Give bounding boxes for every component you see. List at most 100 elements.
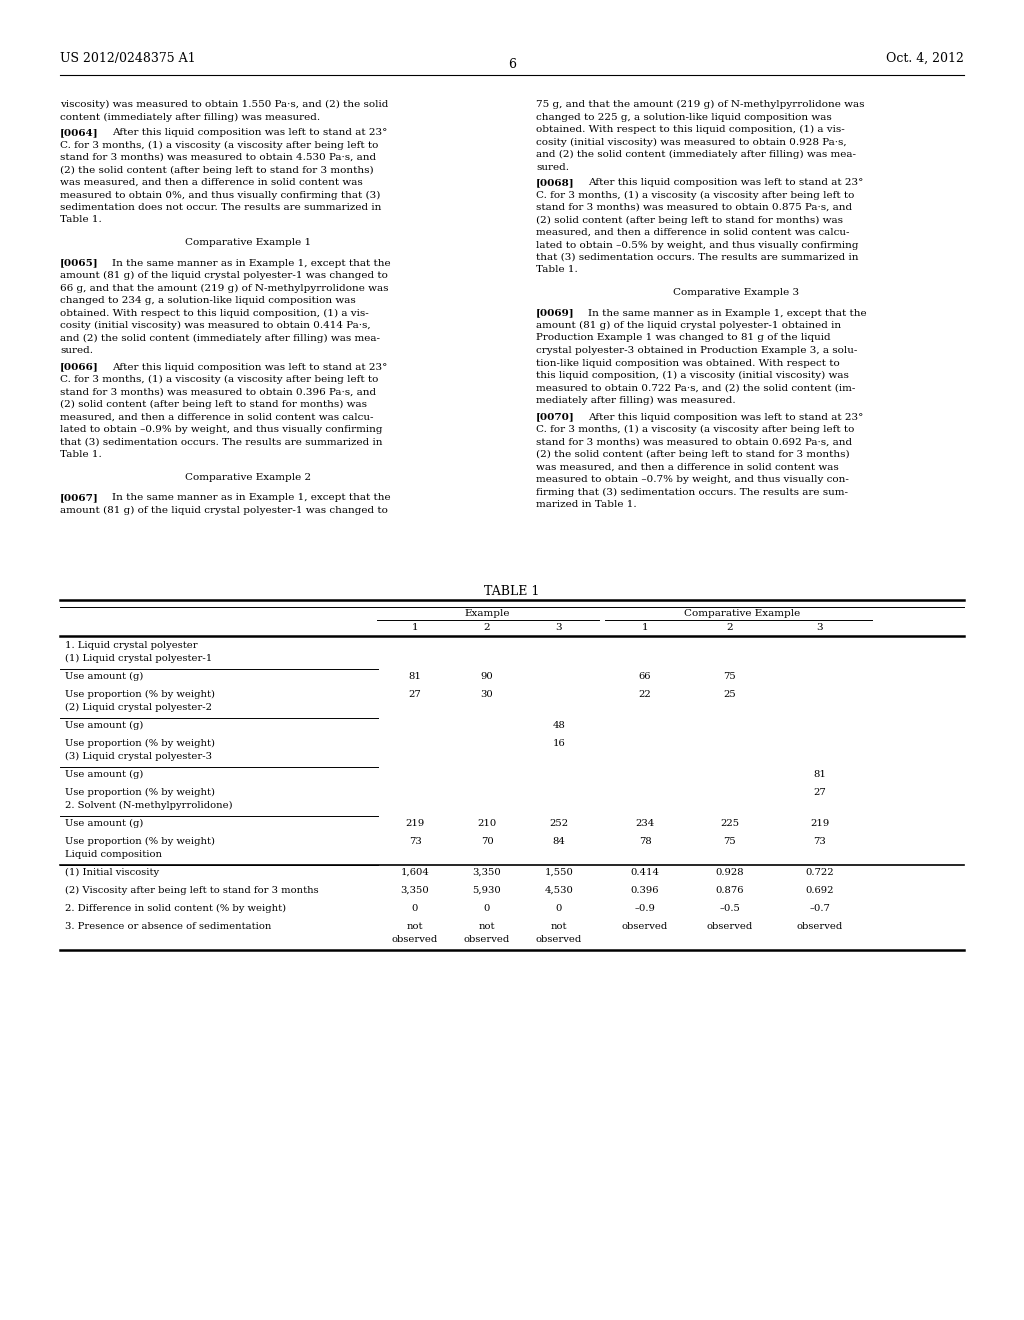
Text: 90: 90 bbox=[480, 672, 494, 681]
Text: this liquid composition, (1) a viscosity (initial viscosity) was: this liquid composition, (1) a viscosity… bbox=[536, 371, 849, 380]
Text: 1. Liquid crystal polyester: 1. Liquid crystal polyester bbox=[65, 642, 198, 649]
Text: 6: 6 bbox=[508, 58, 516, 71]
Text: Use proportion (% by weight): Use proportion (% by weight) bbox=[65, 837, 215, 846]
Text: (2) the solid content (after being left to stand for 3 months): (2) the solid content (after being left … bbox=[60, 165, 374, 174]
Text: sured.: sured. bbox=[536, 162, 569, 172]
Text: 81: 81 bbox=[813, 770, 826, 779]
Text: 1,604: 1,604 bbox=[400, 869, 429, 876]
Text: In the same manner as in Example 1, except that the: In the same manner as in Example 1, exce… bbox=[588, 309, 866, 318]
Text: viscosity) was measured to obtain 1.550 Pa·s, and (2) the solid: viscosity) was measured to obtain 1.550 … bbox=[60, 100, 388, 110]
Text: After this liquid composition was left to stand at 23°: After this liquid composition was left t… bbox=[588, 178, 863, 187]
Text: C. for 3 months, (1) a viscosity (a viscosity after being left to: C. for 3 months, (1) a viscosity (a visc… bbox=[536, 425, 854, 434]
Text: 0: 0 bbox=[483, 904, 490, 913]
Text: changed to 225 g, a solution-like liquid composition was: changed to 225 g, a solution-like liquid… bbox=[536, 112, 831, 121]
Text: [0069]: [0069] bbox=[536, 309, 574, 318]
Text: (3) Liquid crystal polyester-3: (3) Liquid crystal polyester-3 bbox=[65, 752, 212, 762]
Text: Table 1.: Table 1. bbox=[536, 265, 578, 275]
Text: Comparative Example 2: Comparative Example 2 bbox=[185, 473, 311, 482]
Text: –0.9: –0.9 bbox=[635, 904, 655, 913]
Text: (2) Liquid crystal polyester-2: (2) Liquid crystal polyester-2 bbox=[65, 704, 212, 711]
Text: 27: 27 bbox=[409, 690, 421, 700]
Text: Comparative Example 1: Comparative Example 1 bbox=[185, 238, 311, 247]
Text: observed: observed bbox=[536, 935, 582, 944]
Text: 210: 210 bbox=[477, 818, 497, 828]
Text: 0.414: 0.414 bbox=[631, 869, 659, 876]
Text: 78: 78 bbox=[639, 837, 651, 846]
Text: marized in Table 1.: marized in Table 1. bbox=[536, 500, 637, 510]
Text: cosity (initial viscosity) was measured to obtain 0.928 Pa·s,: cosity (initial viscosity) was measured … bbox=[536, 137, 847, 147]
Text: Comparative Example 3: Comparative Example 3 bbox=[673, 288, 799, 297]
Text: not: not bbox=[479, 921, 496, 931]
Text: 81: 81 bbox=[409, 672, 422, 681]
Text: 3,350: 3,350 bbox=[473, 869, 502, 876]
Text: After this liquid composition was left to stand at 23°: After this liquid composition was left t… bbox=[588, 412, 863, 421]
Text: cosity (initial viscosity) was measured to obtain 0.414 Pa·s,: cosity (initial viscosity) was measured … bbox=[60, 321, 371, 330]
Text: [0065]: [0065] bbox=[60, 259, 98, 268]
Text: (2) the solid content (after being left to stand for 3 months): (2) the solid content (after being left … bbox=[536, 450, 850, 459]
Text: After this liquid composition was left to stand at 23°: After this liquid composition was left t… bbox=[112, 363, 387, 371]
Text: 73: 73 bbox=[814, 837, 826, 846]
Text: Use proportion (% by weight): Use proportion (% by weight) bbox=[65, 690, 215, 700]
Text: mediately after filling) was measured.: mediately after filling) was measured. bbox=[536, 396, 735, 405]
Text: [0068]: [0068] bbox=[536, 178, 574, 187]
Text: Use proportion (% by weight): Use proportion (% by weight) bbox=[65, 739, 215, 748]
Text: lated to obtain –0.9% by weight, and thus visually confirming: lated to obtain –0.9% by weight, and thu… bbox=[60, 425, 383, 434]
Text: 70: 70 bbox=[480, 837, 494, 846]
Text: 5,930: 5,930 bbox=[473, 886, 502, 895]
Text: 4,530: 4,530 bbox=[545, 886, 573, 895]
Text: 16: 16 bbox=[553, 739, 565, 748]
Text: stand for 3 months) was measured to obtain 4.530 Pa·s, and: stand for 3 months) was measured to obta… bbox=[60, 153, 376, 162]
Text: 0: 0 bbox=[412, 904, 418, 913]
Text: Example: Example bbox=[464, 609, 510, 618]
Text: measured, and then a difference in solid content was calcu-: measured, and then a difference in solid… bbox=[536, 228, 850, 238]
Text: 66: 66 bbox=[639, 672, 651, 681]
Text: crystal polyester-3 obtained in Production Example 3, a solu-: crystal polyester-3 obtained in Producti… bbox=[536, 346, 857, 355]
Text: [0070]: [0070] bbox=[536, 412, 574, 421]
Text: Production Example 1 was changed to 81 g of the liquid: Production Example 1 was changed to 81 g… bbox=[536, 334, 830, 342]
Text: 0.722: 0.722 bbox=[806, 869, 835, 876]
Text: In the same manner as in Example 1, except that the: In the same manner as in Example 1, exce… bbox=[112, 492, 390, 502]
Text: After this liquid composition was left to stand at 23°: After this liquid composition was left t… bbox=[112, 128, 387, 137]
Text: sured.: sured. bbox=[60, 346, 93, 355]
Text: 66 g, and that the amount (219 g) of N-methylpyrrolidone was: 66 g, and that the amount (219 g) of N-m… bbox=[60, 284, 388, 293]
Text: 219: 219 bbox=[406, 818, 425, 828]
Text: observed: observed bbox=[464, 935, 510, 944]
Text: Use amount (g): Use amount (g) bbox=[65, 818, 143, 828]
Text: stand for 3 months) was measured to obtain 0.875 Pa·s, and: stand for 3 months) was measured to obta… bbox=[536, 203, 852, 213]
Text: 3: 3 bbox=[817, 623, 823, 632]
Text: 1,550: 1,550 bbox=[545, 869, 573, 876]
Text: 0: 0 bbox=[556, 904, 562, 913]
Text: 25: 25 bbox=[724, 690, 736, 700]
Text: C. for 3 months, (1) a viscosity (a viscosity after being left to: C. for 3 months, (1) a viscosity (a visc… bbox=[60, 140, 379, 149]
Text: amount (81 g) of the liquid crystal polyester-1 was changed to: amount (81 g) of the liquid crystal poly… bbox=[60, 271, 388, 280]
Text: measured to obtain 0%, and thus visually confirming that (3): measured to obtain 0%, and thus visually… bbox=[60, 190, 380, 199]
Text: 3. Presence or absence of sedimentation: 3. Presence or absence of sedimentation bbox=[65, 921, 271, 931]
Text: stand for 3 months) was measured to obtain 0.692 Pa·s, and: stand for 3 months) was measured to obta… bbox=[536, 437, 852, 446]
Text: 2. Solvent (N-methylpyrrolidone): 2. Solvent (N-methylpyrrolidone) bbox=[65, 801, 232, 810]
Text: firming that (3) sedimentation occurs. The results are sum-: firming that (3) sedimentation occurs. T… bbox=[536, 487, 848, 496]
Text: Liquid composition: Liquid composition bbox=[65, 850, 162, 859]
Text: 73: 73 bbox=[409, 837, 421, 846]
Text: 2: 2 bbox=[727, 623, 733, 632]
Text: (2) solid content (after being left to stand for months) was: (2) solid content (after being left to s… bbox=[536, 215, 843, 224]
Text: Use amount (g): Use amount (g) bbox=[65, 721, 143, 730]
Text: tion-like liquid composition was obtained. With respect to: tion-like liquid composition was obtaine… bbox=[536, 359, 840, 367]
Text: Table 1.: Table 1. bbox=[60, 215, 101, 224]
Text: [0066]: [0066] bbox=[60, 363, 98, 371]
Text: 2. Difference in solid content (% by weight): 2. Difference in solid content (% by wei… bbox=[65, 904, 286, 913]
Text: 0.396: 0.396 bbox=[631, 886, 659, 895]
Text: C. for 3 months, (1) a viscosity (a viscosity after being left to: C. for 3 months, (1) a viscosity (a visc… bbox=[536, 190, 854, 199]
Text: [0064]: [0064] bbox=[60, 128, 98, 137]
Text: 219: 219 bbox=[810, 818, 829, 828]
Text: (1) Liquid crystal polyester-1: (1) Liquid crystal polyester-1 bbox=[65, 653, 212, 663]
Text: 1: 1 bbox=[412, 623, 419, 632]
Text: not: not bbox=[407, 921, 423, 931]
Text: obtained. With respect to this liquid composition, (1) a vis-: obtained. With respect to this liquid co… bbox=[60, 309, 369, 318]
Text: In the same manner as in Example 1, except that the: In the same manner as in Example 1, exce… bbox=[112, 259, 390, 268]
Text: and (2) the solid content (immediately after filling) was mea-: and (2) the solid content (immediately a… bbox=[60, 334, 380, 343]
Text: observed: observed bbox=[707, 921, 753, 931]
Text: 252: 252 bbox=[550, 818, 568, 828]
Text: 1: 1 bbox=[642, 623, 648, 632]
Text: 0.928: 0.928 bbox=[716, 869, 744, 876]
Text: (2) solid content (after being left to stand for months) was: (2) solid content (after being left to s… bbox=[60, 400, 367, 409]
